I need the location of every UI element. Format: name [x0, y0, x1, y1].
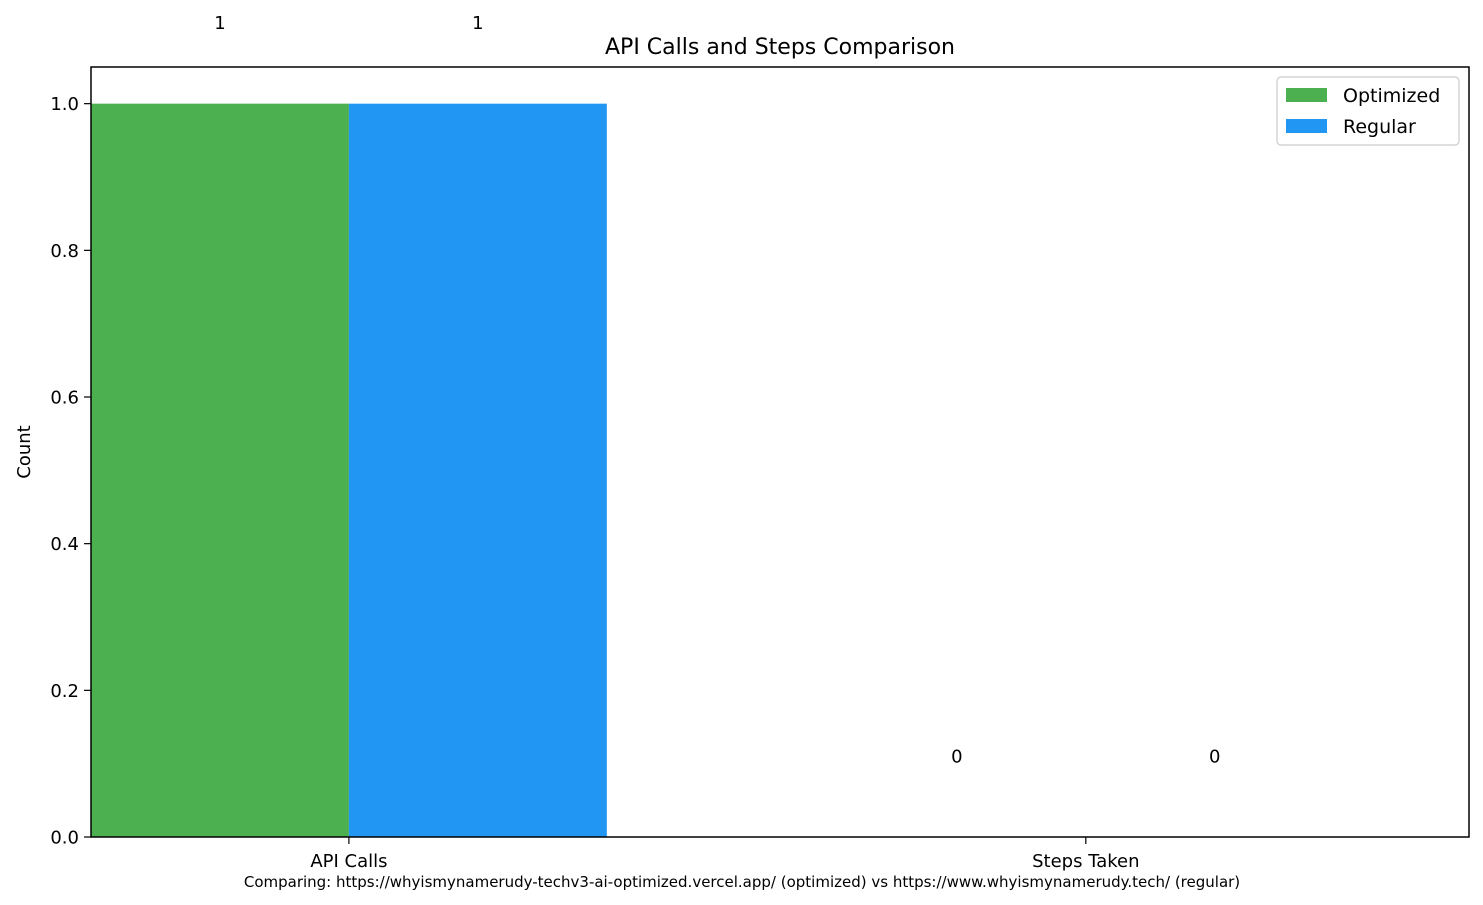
bar-value-label: 1	[214, 13, 225, 34]
y-axis: 0.0 0.2 0.4 0.6 0.8 1.0	[50, 94, 91, 849]
bar-value-label: 0	[1209, 746, 1220, 767]
bar-regular-api-calls	[348, 103, 607, 837]
bar-labels: 1 1 0 0	[214, 13, 1220, 767]
chart-caption: Comparing: https://whyismynamerudy-techv…	[244, 873, 1240, 891]
legend: Optimized Regular	[1276, 76, 1460, 146]
y-tick-label: 0.8	[50, 241, 79, 262]
y-tick-label: 1.0	[50, 94, 79, 115]
legend-label-optimized: Optimized	[1343, 85, 1440, 107]
y-tick-label: 0.6	[50, 388, 79, 409]
x-tick-label: Steps Taken	[1032, 851, 1139, 872]
bar-optimized-api-calls	[91, 103, 349, 837]
y-tick-label: 0.2	[50, 681, 79, 702]
legend-swatch-regular	[1286, 119, 1327, 133]
legend-label-regular: Regular	[1343, 116, 1416, 138]
y-axis-label: Count	[14, 425, 35, 478]
y-tick-label: 0.4	[50, 534, 79, 555]
x-tick-label: API Calls	[310, 851, 387, 872]
legend-swatch-optimized	[1286, 88, 1327, 102]
plot-frame	[90, 66, 1470, 838]
bars	[91, 103, 607, 837]
bar-value-label: 1	[472, 13, 483, 34]
y-tick-label: 0.0	[50, 828, 79, 849]
chart-title: API Calls and Steps Comparison	[605, 35, 955, 60]
bar-value-label: 0	[951, 746, 962, 767]
x-axis: API Calls Steps Taken	[310, 837, 1140, 872]
